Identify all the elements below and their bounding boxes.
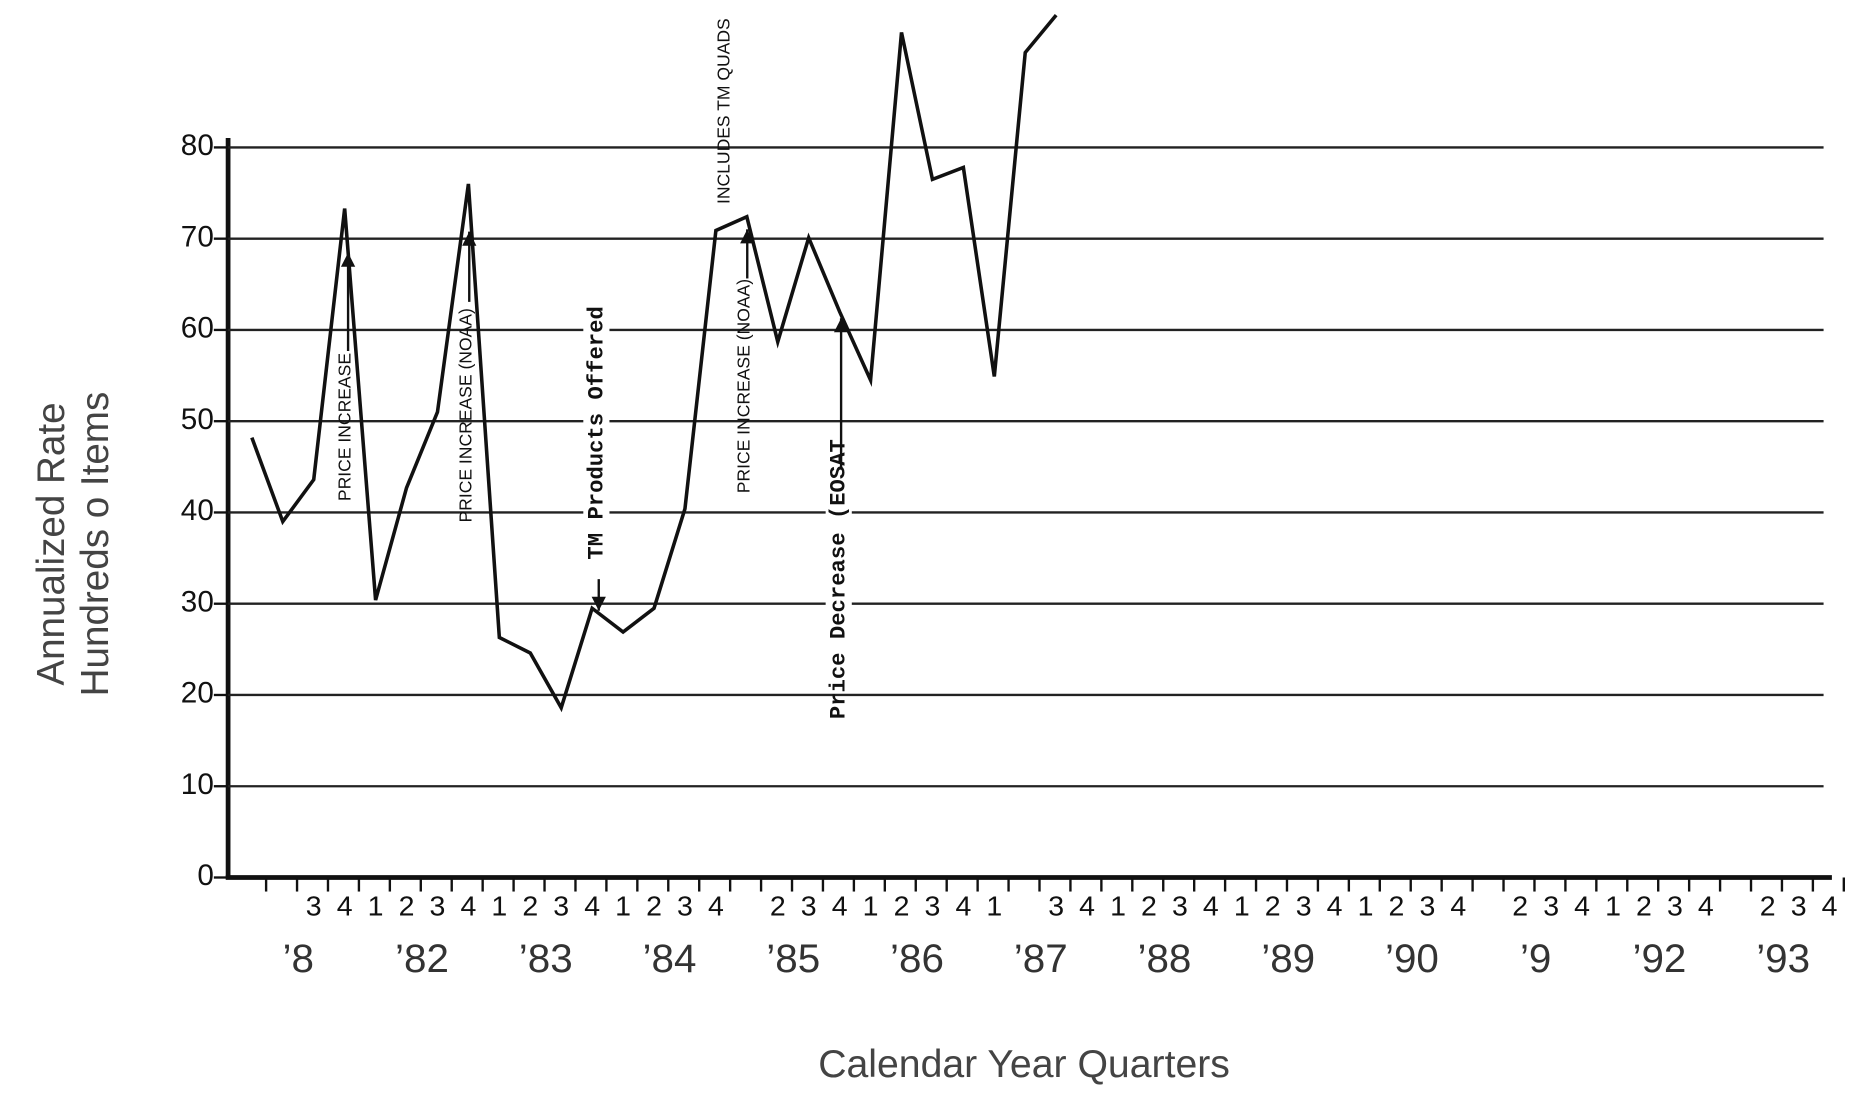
year-label: ’89: [1261, 938, 1315, 982]
x-tick-label: 3: [677, 890, 693, 922]
x-tick-label: 3: [925, 890, 941, 922]
annotation-bg: [825, 468, 852, 691]
x-tick-label: 3: [306, 890, 322, 922]
x-tick-label: 3: [1543, 890, 1559, 922]
y-tick-label: 0: [197, 859, 214, 892]
x-tick-label: 2: [1636, 890, 1652, 922]
x-tick-label: 3: [553, 890, 569, 922]
annotation: INCLUDES TM QUADS: [713, 18, 733, 204]
year-label: ’8: [283, 938, 314, 982]
x-tick-label: 1: [615, 890, 631, 922]
x-tick-label: 2: [522, 890, 538, 922]
x-tick-label: 3: [430, 890, 446, 922]
year-label: ’86: [890, 938, 944, 982]
arrow-head: [462, 231, 477, 246]
y-axis-label: Annualized Rate: [30, 402, 73, 685]
y-tick-label: 70: [181, 221, 214, 254]
x-tick-label: 2: [1389, 890, 1405, 922]
annotation: PRICE INCREASE (NOAA): [455, 308, 475, 522]
x-tick-label: 1: [1605, 890, 1621, 922]
x-tick-label: 1: [368, 890, 384, 922]
annotation: TM Products Offered: [583, 306, 609, 559]
x-tick-label: 2: [646, 890, 662, 922]
x-tick-label: 3: [1419, 890, 1435, 922]
x-tick-label: 3: [1048, 890, 1064, 922]
x-tick-label: 2: [399, 890, 415, 922]
plot: Calendar Year Quarters Annualized Rate H…: [30, 13, 1846, 1087]
x-tick-label: 1: [491, 890, 507, 922]
y-axis-label: Hundreds o Items: [74, 392, 117, 697]
arrow-head: [591, 596, 606, 611]
year-label: ’82: [395, 938, 449, 982]
y-tick-label: 10: [181, 768, 214, 801]
year-label: ’88: [1138, 938, 1192, 982]
annotation-bg: [583, 321, 610, 545]
annotation: PRICE INCREASE (NOAA): [733, 279, 753, 493]
x-tick-label: 3: [1791, 890, 1807, 922]
y-tick-label: 80: [181, 129, 214, 162]
x-tick-label: 2: [1265, 890, 1281, 922]
x-tick-label: 4: [584, 890, 600, 922]
x-tick-label: 4: [1698, 890, 1714, 922]
y-tick-label: 60: [181, 312, 214, 345]
x-tick-label: 4: [1450, 890, 1466, 922]
x-tick-label: 2: [770, 890, 786, 922]
x-tick-label: 4: [460, 890, 476, 922]
x-tick-label: 4: [955, 890, 971, 922]
y-tick-label: 30: [181, 586, 214, 619]
data-line: [250, 13, 1058, 713]
x-tick-label: 1: [1110, 890, 1126, 922]
y-tick-label: 20: [181, 677, 214, 710]
x-tick-label: 4: [1822, 890, 1838, 922]
arrow-head: [740, 229, 755, 244]
year-label: ’85: [766, 938, 820, 982]
year-label: ’90: [1385, 938, 1439, 982]
x-tick-label: 1: [1358, 890, 1374, 922]
x-tick-label: 2: [894, 890, 910, 922]
arrow-head: [833, 318, 849, 333]
x-tick-label: 1: [863, 890, 879, 922]
y-tick-label: 50: [181, 403, 214, 436]
year-label: ’84: [643, 938, 697, 982]
year-label: ’9: [1520, 938, 1551, 982]
x-tick-label: 2: [1512, 890, 1528, 922]
x-tick-label: 4: [708, 890, 724, 922]
x-tick-label: 2: [1141, 890, 1157, 922]
annotation: Price Decrease (EOSAT: [826, 439, 852, 719]
x-tick-label: 3: [1667, 890, 1683, 922]
x-tick-label: 4: [1327, 890, 1343, 922]
year-label: ’93: [1756, 938, 1810, 982]
x-tick-label: 4: [337, 890, 353, 922]
x-tick-label: 4: [1203, 890, 1219, 922]
year-label: ’92: [1632, 938, 1686, 982]
y-tick-label: 40: [181, 494, 214, 527]
x-tick-label: 3: [1296, 890, 1312, 922]
x-tick-label: 2: [1760, 890, 1776, 922]
x-tick-label: 4: [1079, 890, 1095, 922]
x-axis-label: Calendar Year Quarters: [818, 1044, 1230, 1087]
x-tick-label: 1: [1234, 890, 1250, 922]
x-tick-label: 3: [1172, 890, 1188, 922]
year-label: ’83: [519, 938, 573, 982]
x-tick-label: 4: [832, 890, 848, 922]
x-tick-label: 4: [1574, 890, 1590, 922]
annotation: PRICE INCREASE: [334, 353, 354, 501]
year-label: ’87: [1014, 938, 1068, 982]
arrow-head: [340, 252, 356, 267]
x-tick-label: 3: [801, 890, 817, 922]
x-tick-label: 1: [986, 890, 1002, 922]
